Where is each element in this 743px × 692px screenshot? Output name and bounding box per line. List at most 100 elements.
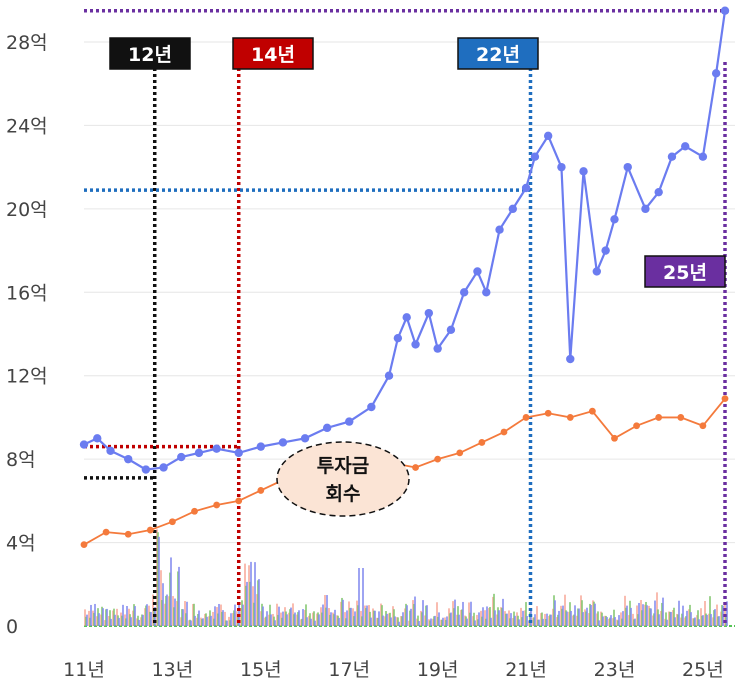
data-point	[257, 487, 265, 494]
volume-bar	[350, 607, 352, 626]
volume-bar	[582, 612, 584, 626]
volume-bar	[490, 617, 492, 626]
volume-bar	[702, 615, 704, 626]
volume-bar	[310, 618, 312, 626]
volume-bar	[704, 600, 706, 626]
volume-bar	[214, 606, 216, 626]
volume-bar	[602, 616, 604, 626]
x-tick-label: 15년	[240, 659, 282, 681]
data-point	[412, 464, 419, 471]
volume-bar	[510, 613, 512, 626]
volume-bar	[222, 610, 224, 626]
volume-bar	[402, 612, 404, 626]
volume-bar	[594, 603, 596, 626]
data-point	[411, 340, 420, 349]
data-point	[384, 371, 394, 380]
volume-bar	[250, 561, 252, 626]
volume-bar	[330, 612, 332, 626]
volume-bar	[224, 611, 226, 626]
volume-bar	[650, 608, 652, 626]
volume-bar	[302, 609, 304, 626]
volume-bar	[550, 614, 552, 626]
volume-bar	[394, 616, 396, 626]
volume-bar	[473, 612, 475, 626]
volume-bar	[194, 615, 196, 626]
volume-bar	[450, 612, 452, 626]
volume-bar	[342, 599, 344, 626]
volume-bar	[716, 604, 718, 626]
data-point	[592, 267, 601, 276]
volume-bar	[226, 620, 228, 626]
volume-bar	[498, 610, 500, 626]
y-tick-label: 20억	[6, 199, 48, 221]
data-point	[557, 162, 566, 172]
annotation-ellipse	[276, 441, 410, 517]
data-point	[459, 288, 469, 297]
data-point	[300, 434, 310, 443]
data-point	[611, 434, 618, 442]
data-point	[521, 183, 531, 193]
volume-bar	[706, 614, 708, 626]
volume-bar	[362, 568, 364, 626]
data-point	[234, 448, 243, 458]
annotation-bubble: 투자금 회수	[276, 441, 410, 517]
volume-bar	[114, 614, 116, 626]
marker-guides	[84, 8, 727, 626]
data-point	[711, 69, 721, 78]
volume-bar	[606, 617, 608, 626]
volume-bar	[709, 596, 711, 626]
volume-bar	[162, 583, 164, 626]
data-point	[508, 204, 518, 214]
volume-bar	[554, 600, 556, 626]
data-point	[544, 409, 552, 417]
marker-flag-label: 22년	[476, 44, 520, 66]
data-point	[106, 446, 115, 455]
volume-bar	[566, 611, 568, 626]
volume-bar	[305, 604, 307, 626]
marker-flag-label: 14년	[251, 44, 295, 66]
volume-bar	[462, 601, 464, 626]
volume-bar	[525, 602, 527, 626]
volume-bar	[662, 597, 664, 626]
volume-bar	[665, 612, 667, 626]
data-point	[80, 541, 88, 549]
marker-flag	[232, 37, 314, 70]
volume-bar	[106, 608, 108, 626]
volume-bar	[206, 616, 208, 626]
data-point	[434, 455, 442, 463]
x-tick-label: 25년	[682, 659, 724, 681]
volume-bar	[178, 566, 180, 626]
y-tick-label: 28억	[6, 32, 48, 54]
marker-flags: 12년 14년 22년 25년	[109, 37, 726, 288]
volume-bar	[494, 610, 496, 626]
data-point	[698, 152, 708, 161]
volume-bars	[84, 529, 728, 626]
data-point	[367, 402, 376, 412]
volume-bar	[142, 614, 144, 626]
volume-bar	[274, 620, 276, 626]
volume-bar	[382, 615, 384, 626]
data-point	[393, 333, 403, 343]
x-tick-label: 19년	[417, 659, 459, 681]
x-tick-label: 11년	[63, 659, 105, 681]
data-point	[699, 422, 707, 430]
data-point	[177, 452, 186, 462]
x-tick-label: 17년	[328, 659, 370, 681]
data-point	[141, 465, 151, 474]
data-point	[610, 215, 619, 224]
volume-bar	[538, 619, 540, 626]
data-point	[278, 438, 288, 447]
volume-bar	[286, 614, 288, 626]
y-tick-label: 24억	[6, 115, 48, 137]
volume-bar	[526, 616, 528, 626]
volume-bar	[110, 618, 112, 626]
volume-bar	[358, 568, 360, 626]
x-tick-label: 21년	[505, 659, 547, 681]
data-point	[633, 422, 640, 430]
volume-bar	[654, 600, 656, 626]
volume-bar	[234, 604, 236, 626]
data-point	[146, 526, 154, 534]
volume-bar	[489, 607, 491, 626]
x-tick-label: 23년	[594, 659, 636, 681]
volume-bar	[442, 617, 444, 626]
